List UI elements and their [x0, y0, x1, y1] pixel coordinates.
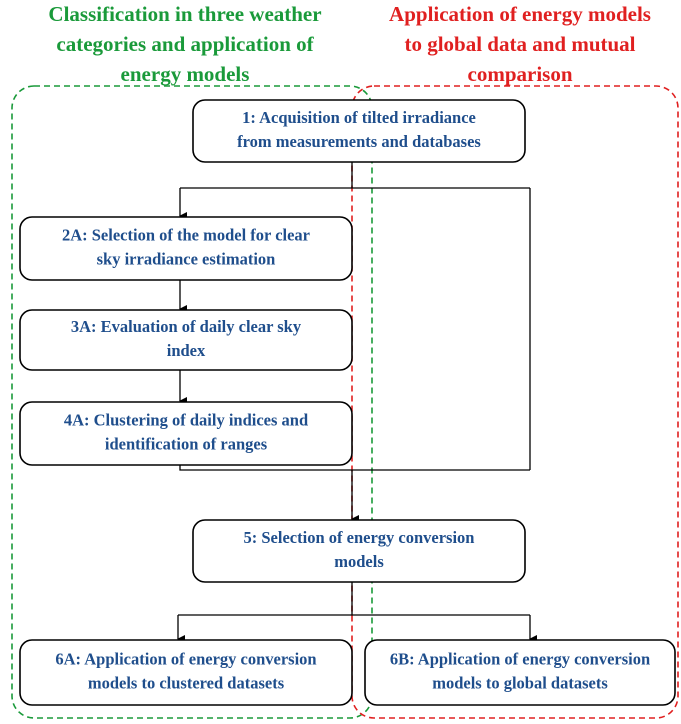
box [192, 519, 526, 583]
process-box: 3A: Evaluation of daily clear sky index [19, 309, 353, 371]
process-box: 6A: Application of energy conversion mode… [19, 639, 353, 706]
box-label: from measurements and databases [237, 132, 481, 151]
box-label: index [167, 341, 206, 360]
header-line: Classification in three weather [48, 2, 321, 26]
process-box: 1: Acquisition of tilted irradiance from … [192, 99, 526, 163]
box-label: models to clustered datasets [88, 673, 285, 692]
box-label: 1: Acquisition of tilted irradiance [242, 108, 476, 127]
connectors [177, 162, 537, 643]
box [19, 401, 353, 466]
box [19, 639, 353, 706]
header-line: energy models [121, 62, 250, 86]
header-line: Application of energy models [389, 2, 651, 26]
box-label: models to global datasets [432, 673, 608, 692]
header-line: to global data and mutual [404, 32, 635, 56]
group-right [351, 85, 679, 719]
process-box: 4A: Clustering of daily indices and ident… [19, 401, 353, 466]
group-left [11, 85, 373, 719]
header-line: comparison [468, 62, 573, 86]
box [192, 99, 526, 163]
box-label: identification of ranges [105, 434, 268, 453]
box-label: 6A: Application of energy conversion [55, 649, 316, 668]
box-label: 3A: Evaluation of daily clear sky [71, 317, 302, 336]
box-label: 5: Selection of energy conversion [244, 528, 475, 547]
header-line: categories and application of [56, 32, 314, 56]
process-box: 5: Selection of energy conversion models [192, 519, 526, 583]
box-label: 4A: Clustering of daily indices and [64, 410, 308, 429]
process-box: 6B: Application of energy conversion mode… [364, 639, 676, 706]
box-label: 6B: Application of energy conversion [390, 649, 650, 668]
box [19, 216, 353, 281]
box-label: sky irradiance estimation [97, 249, 276, 268]
box [364, 639, 676, 706]
box-label: 2A: Selection of the model for clear [62, 225, 310, 244]
box [19, 309, 353, 371]
box-label: models [334, 552, 384, 571]
process-box: 2A: Selection of the model for clear sky … [19, 216, 353, 281]
